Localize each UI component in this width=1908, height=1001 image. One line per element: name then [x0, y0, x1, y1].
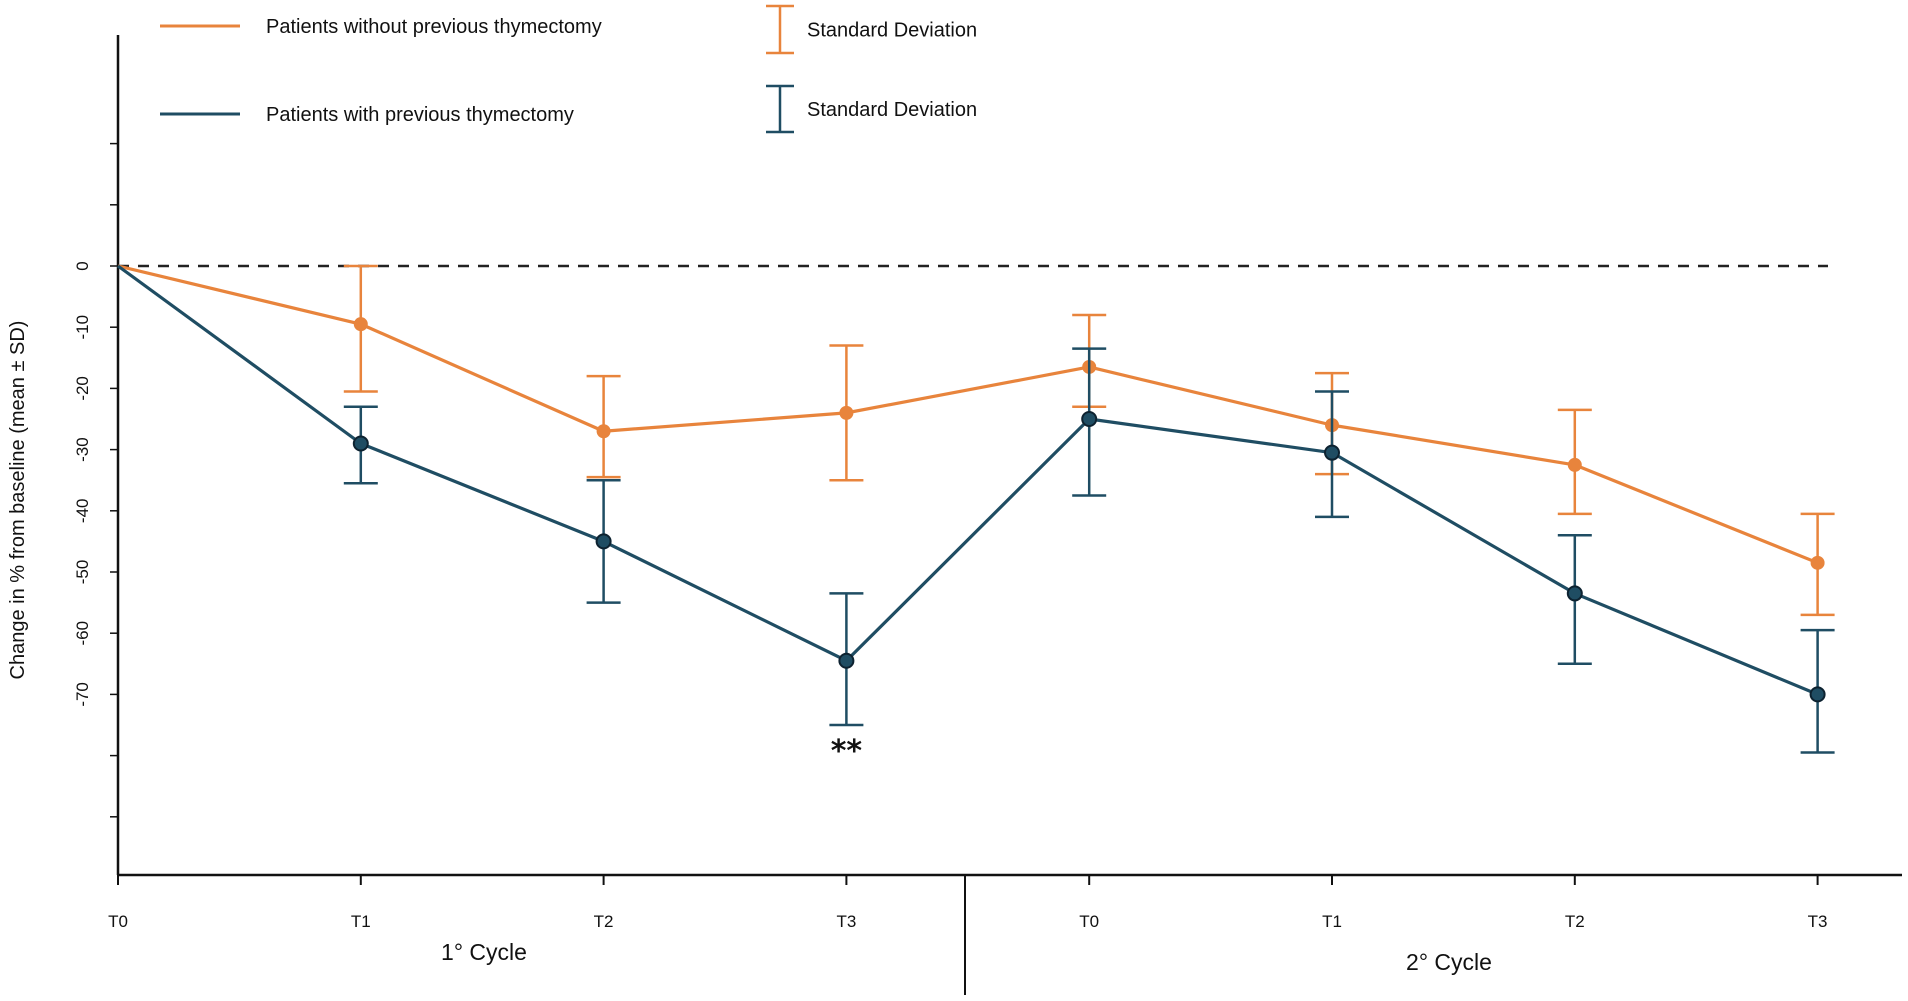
- x-tick-label: T1: [1322, 912, 1342, 931]
- series: [117, 264, 1835, 754]
- data-point: [596, 424, 611, 439]
- y-tick-label: -20: [73, 376, 92, 401]
- legend: Patients without previous thymectomy Pati…: [160, 4, 977, 134]
- y-tick-label: -40: [73, 499, 92, 524]
- data-point: [839, 405, 854, 420]
- data-point: [1809, 686, 1826, 703]
- series-line: [117, 264, 1819, 696]
- y-axis-label-group: Change in % from baseline (mean ± SD): [7, 321, 29, 680]
- x-tick-label: T2: [1565, 912, 1585, 931]
- series-without-thymectomy: [117, 264, 1835, 617]
- data-point: [352, 435, 369, 452]
- data-point: [1567, 457, 1582, 472]
- data-point: [1324, 444, 1340, 461]
- x-tick-label: T3: [836, 912, 856, 931]
- series-line: [117, 264, 1819, 565]
- axes: 0 -10 -20 -30 -40 -50 -60 -70 T0 T1 T2 T3 T0 T1 T2 T3 1°…: [73, 35, 1902, 995]
- legend-label: Patients without previous thymectomy: [266, 16, 602, 38]
- data-point: [1081, 411, 1098, 427]
- x-tick-label: T1: [351, 912, 371, 931]
- data-point: [1566, 585, 1583, 602]
- legend-entry-line: Patients without previous thymectomy: [160, 16, 602, 38]
- data-point: [353, 317, 368, 332]
- annotations: **: [831, 734, 863, 769]
- data-point: [838, 652, 855, 669]
- legend-entry-errorbar: Standard Deviation: [766, 84, 977, 134]
- data-point: [595, 533, 612, 550]
- legend-entry-errorbar: Standard Deviation: [766, 4, 977, 55]
- significance-annotation: **: [831, 734, 863, 769]
- cycle-label: 1° Cycle: [441, 939, 527, 965]
- x-tick-label: T0: [108, 912, 128, 931]
- data-point: [1810, 555, 1825, 570]
- x-tick-label: T3: [1808, 912, 1828, 931]
- y-tick-label: -60: [73, 621, 92, 646]
- legend-label: Standard Deviation: [807, 20, 977, 42]
- x-tick-label: T2: [594, 912, 614, 931]
- y-tick-label: -10: [73, 315, 92, 340]
- cycle-label: 2° Cycle: [1406, 949, 1492, 975]
- legend-label: Patients with previous thymectomy: [266, 104, 574, 126]
- legend-entry-line: Patients with previous thymectomy: [160, 104, 574, 126]
- y-tick-label: -50: [73, 560, 92, 585]
- y-tick-label: 0: [73, 261, 92, 270]
- series-with-thymectomy: [117, 264, 1835, 754]
- legend-label: Standard Deviation: [807, 99, 977, 121]
- y-tick-label: -70: [73, 682, 92, 707]
- x-tick-label: T0: [1079, 912, 1099, 931]
- y-axis-label: Change in % from baseline (mean ± SD): [7, 321, 29, 680]
- y-tick-label: -30: [73, 437, 92, 462]
